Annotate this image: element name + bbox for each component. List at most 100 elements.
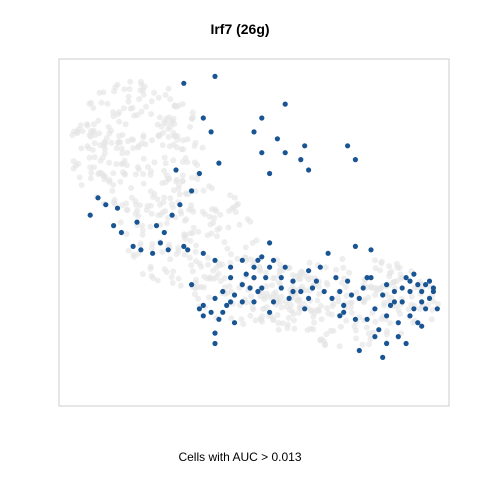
highlighted-cell-point [251, 275, 257, 281]
highlighted-cell-point [348, 292, 355, 298]
highlighted-cell-point [341, 302, 347, 308]
background-cell-point [315, 283, 322, 290]
background-cell-point [140, 134, 147, 141]
background-cell-point [383, 291, 390, 298]
background-cell-point [139, 227, 146, 233]
background-cell-point [256, 263, 263, 270]
background-cell-point [160, 129, 167, 136]
highlighted-cell-point [212, 295, 218, 301]
highlighted-cell-point [403, 275, 409, 281]
highlighted-cell-point [259, 285, 265, 291]
background-cell-point [165, 85, 172, 92]
background-cell-point [191, 159, 198, 166]
highlighted-cell-point [243, 271, 249, 277]
background-cell-point [110, 170, 117, 177]
background-cell-point [377, 267, 384, 274]
background-cell-point [272, 289, 279, 296]
background-cell-point [148, 245, 155, 252]
highlighted-cell-point [165, 247, 171, 253]
background-cell-point [70, 158, 77, 165]
background-cell-point [201, 273, 208, 280]
background-cell-point [171, 133, 178, 140]
background-cell-point [234, 255, 241, 262]
highlighted-cell-point [306, 295, 312, 301]
background-cell-point [138, 108, 145, 115]
highlighted-cell-point [407, 288, 413, 295]
background-cell-point [277, 261, 284, 268]
background-cell-point [171, 121, 178, 127]
background-cell-point [303, 273, 309, 280]
background-cell-point [284, 321, 291, 328]
background-cell-point [114, 81, 121, 88]
background-cell-point [171, 187, 177, 194]
background-cell-point [122, 121, 129, 128]
background-cell-point [242, 244, 249, 251]
highlighted-cell-point [395, 320, 401, 326]
background-cell-point [199, 144, 206, 151]
highlighted-cell-point [352, 243, 358, 249]
highlighted-cell-point [169, 212, 175, 218]
background-cell-point [359, 341, 366, 348]
background-cell-point [137, 87, 144, 94]
background-cell-point [181, 217, 188, 224]
background-cell-point [132, 171, 139, 178]
highlighted-cell-point [434, 306, 440, 312]
background-cell-point [248, 293, 254, 300]
background-cell-point [316, 291, 322, 297]
background-cell-point [114, 111, 121, 118]
highlighted-cell-point [231, 292, 238, 298]
background-cell-point [154, 277, 161, 284]
background-cell-point [139, 271, 146, 277]
background-cell-point [334, 294, 341, 301]
background-cell-point [333, 266, 340, 273]
highlighted-cell-point [87, 212, 93, 218]
highlighted-cell-point [267, 240, 273, 246]
background-cell-point [397, 271, 404, 278]
background-cell-point [163, 220, 170, 227]
highlighted-cell-point [309, 285, 316, 291]
background-cell-point [189, 109, 196, 116]
highlighted-cell-point [282, 101, 288, 107]
highlighted-cell-point [212, 257, 218, 263]
highlighted-cell-point [364, 316, 370, 322]
background-cell-point [368, 284, 375, 291]
background-cell-point [91, 121, 97, 128]
background-cell-point [175, 275, 182, 282]
background-cell-point [148, 210, 155, 217]
background-cell-point [140, 180, 147, 187]
background-cell-point [91, 154, 98, 161]
background-cell-point [199, 208, 206, 215]
background-cell-point [74, 130, 81, 137]
background-cell-point [295, 309, 302, 316]
background-cell-point [253, 237, 260, 244]
background-cell-point [263, 283, 270, 290]
background-cell-point [161, 194, 168, 201]
background-cell-point [198, 263, 205, 270]
background-cell-point [119, 150, 126, 157]
background-cell-point [347, 304, 354, 311]
background-cell-point [139, 231, 146, 238]
background-cell-point [168, 201, 175, 207]
background-cell-point [170, 268, 177, 275]
background-cell-point [118, 145, 125, 152]
background-cell-point [136, 96, 143, 103]
background-cell-point [178, 146, 185, 153]
background-cell-point [295, 297, 301, 303]
highlighted-cell-point [196, 170, 202, 177]
background-cell-point [386, 270, 393, 277]
background-cell-point [277, 298, 284, 305]
background-cell-point [96, 130, 103, 137]
background-cell-point [310, 326, 317, 333]
background-cell-point [139, 222, 145, 229]
highlighted-cell-point [267, 170, 273, 177]
background-cell-point [289, 272, 296, 278]
background-cell-point [190, 224, 197, 231]
highlighted-cell-point [251, 299, 257, 305]
highlighted-cell-point [216, 316, 222, 322]
background-cell-point [123, 231, 130, 237]
background-cell-point [147, 223, 154, 230]
background-cell-point [117, 178, 124, 185]
highlighted-cell-point [212, 73, 218, 79]
background-cell-point [204, 232, 211, 239]
